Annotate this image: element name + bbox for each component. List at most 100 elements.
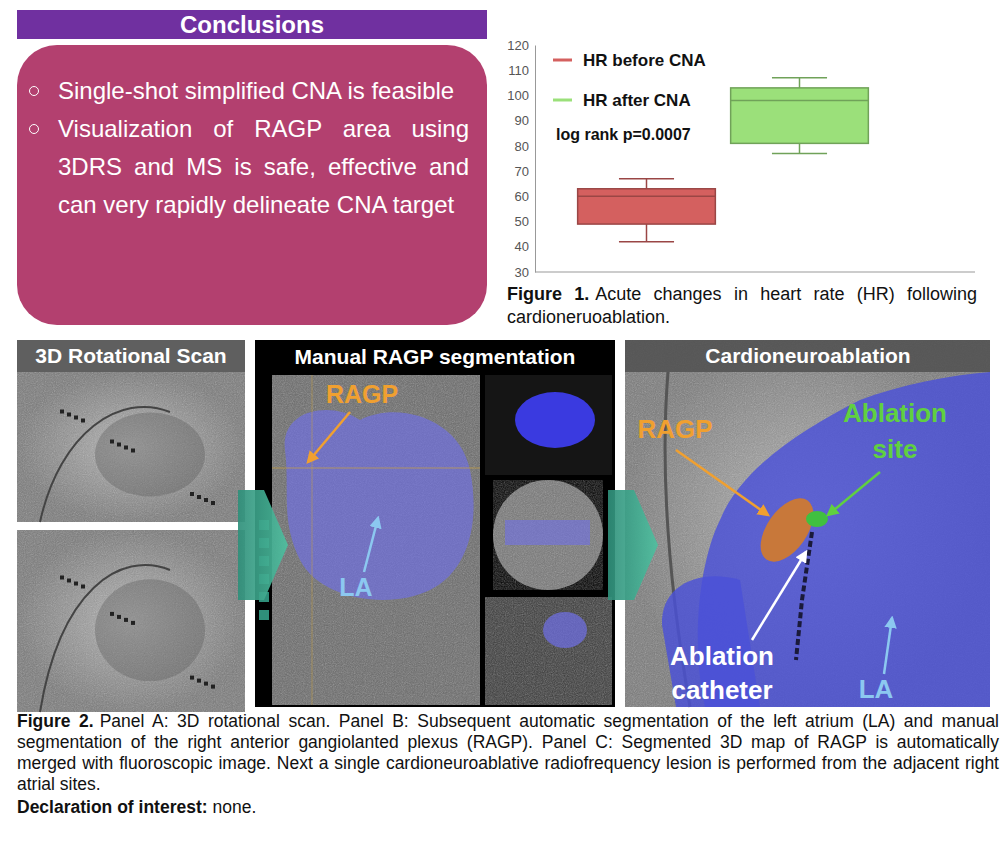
label-arrow: [364, 518, 378, 572]
whisker-cap-max: [619, 178, 674, 180]
whisker-cap-min: [619, 241, 674, 243]
y-tick-label: 80: [515, 139, 529, 154]
crosshair: [272, 468, 480, 469]
electrode: [190, 492, 194, 496]
label-arrow: [752, 552, 806, 640]
crosshair: [312, 375, 313, 705]
electrode: [81, 585, 85, 589]
ablation-site: [806, 511, 828, 527]
ragp-map: [750, 489, 824, 571]
catheter: [40, 565, 170, 712]
catheter: [796, 532, 812, 660]
electrode: [211, 501, 215, 505]
electrode: [131, 449, 135, 453]
panel-b: Manual RAGP segmentationRAGPLA: [255, 340, 615, 707]
electrode: [117, 615, 121, 619]
view-axial: [493, 480, 603, 590]
whisker-cap-max: [772, 77, 827, 79]
label-arrow: [884, 618, 892, 674]
y-tick-label: 60: [515, 189, 529, 204]
bullet-text: Single-shot simplified CNA is feasible: [58, 77, 454, 104]
shadow: [95, 579, 205, 681]
median: [731, 100, 869, 102]
y-axis: 30 40 50 60 70 80 90 100 110 120: [507, 38, 535, 280]
panel-title: Cardioneuroablation: [705, 344, 910, 367]
electrode: [67, 413, 71, 417]
caption-text: Panel A: 3D rotational scan. Panel B: Su…: [17, 711, 999, 794]
box: [578, 179, 716, 242]
panel-bg: [255, 340, 615, 707]
electrode: [110, 612, 114, 616]
y-tick-label: 50: [515, 214, 529, 229]
shadow: [95, 413, 205, 497]
electrode: [117, 443, 121, 447]
electrode: [131, 621, 135, 625]
electrode: [197, 495, 201, 499]
x-axis-line: [535, 272, 975, 273]
electrode: [204, 498, 208, 502]
caption-label: Figure 1.: [507, 284, 589, 304]
view-3d: [485, 375, 612, 475]
y-tick-label: 120: [507, 38, 529, 53]
legend-label: HR after CNA: [583, 91, 691, 110]
panel-label: Ablationsite: [843, 398, 947, 464]
y-tick: 60: [515, 189, 535, 204]
image-noise: [17, 530, 245, 712]
legend-swatch: [553, 99, 572, 102]
y-tick-label: 90: [515, 113, 529, 128]
electrode: [124, 618, 128, 622]
panel-label: LA: [859, 674, 894, 704]
label-arrow: [308, 412, 350, 462]
bullet-item: Single-shot simplified CNA is feasible: [58, 72, 469, 110]
panel-c: Cardioneuroablation RAGP Ablationsite Ablat…: [625, 340, 990, 707]
bullet-marker: [29, 124, 39, 134]
toolbar-icon: [259, 610, 269, 620]
electrode: [60, 576, 64, 580]
heart-3d: [515, 392, 595, 448]
view-sagittal: [485, 597, 612, 705]
y-tick: 90: [515, 113, 535, 128]
whisker-cap-min: [772, 153, 827, 155]
y-tick: 70: [515, 164, 535, 179]
declaration-label: Declaration of interest:: [17, 797, 208, 817]
fluoro-image: [17, 372, 245, 522]
label-arrow: [828, 472, 880, 515]
y-tick: 40: [515, 239, 535, 254]
declaration: Declaration of interest:none.: [17, 797, 256, 818]
electrode: [124, 446, 128, 450]
fluoro-image: [17, 530, 245, 712]
y-tick: 120: [507, 38, 535, 53]
y-tick: 50: [515, 214, 535, 229]
y-tick-label: 40: [515, 239, 529, 254]
panel-label: RAGP: [637, 414, 712, 444]
panel-arrow: [238, 490, 288, 600]
conclusions-box: Single-shot simplified CNA is feasibleVi…: [17, 45, 487, 325]
conclusions-header: Conclusions: [17, 10, 487, 39]
box: [731, 78, 869, 154]
image-noise: [493, 480, 603, 590]
panel-title: Manual RAGP segmentation: [295, 345, 576, 368]
plot-area: [578, 78, 869, 242]
panel-arrow: [608, 490, 658, 600]
annotation: log rank p=0.0007: [556, 126, 691, 143]
y-tick-label: 70: [515, 164, 529, 179]
bullet-marker: [29, 86, 39, 96]
panel-title: 3D Rotational Scan: [35, 344, 226, 367]
panel-label: Ablationcatheter: [670, 641, 774, 705]
electrode: [60, 410, 64, 414]
y-tick-label: 30: [515, 265, 529, 280]
fluoro-image: [625, 340, 990, 707]
panel-label: LA: [339, 573, 372, 601]
image-noise: [625, 340, 990, 707]
y-tick-label: 110: [508, 63, 529, 78]
panel-header: [625, 340, 990, 372]
legend: HR before CNA HR after CNA: [553, 51, 706, 110]
la-sagittal: [543, 612, 587, 648]
la-segmentation: [285, 410, 474, 600]
electrode: [74, 416, 78, 420]
median: [578, 196, 716, 198]
figure1-caption: Figure 1.Acute changes in heart rate (HR…: [507, 283, 977, 329]
y-tick-label: 100: [507, 88, 529, 103]
legend-label: HR before CNA: [583, 51, 706, 70]
panel-header: [17, 340, 245, 372]
